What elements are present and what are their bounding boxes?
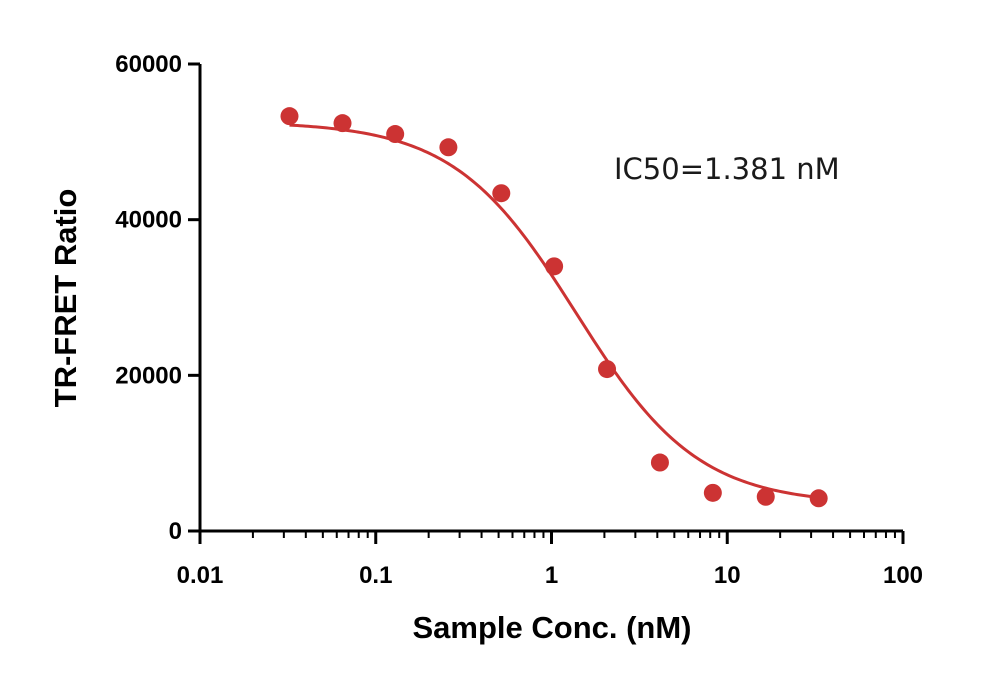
- data-point: [386, 125, 405, 144]
- x-tick-label: 0.01: [177, 562, 224, 589]
- data-point: [280, 107, 299, 126]
- data-point: [545, 257, 564, 276]
- x-tick-label: 100: [883, 562, 923, 589]
- data-point: [809, 489, 828, 508]
- y-axis-title: TR-FRET Ratio: [48, 189, 83, 408]
- x-tick-label: 10: [714, 562, 741, 589]
- data-point: [703, 483, 722, 502]
- data-point: [650, 453, 669, 472]
- fit-curve: [289, 123, 819, 499]
- axes: 0 20000 40000 60000 0.01 0.1 1 10 100: [115, 51, 923, 589]
- y-tick-label: 20000: [115, 362, 182, 389]
- ic50-annotation: IC50=1.381 nM: [614, 152, 840, 186]
- data-points: [280, 107, 828, 508]
- fit-curve-layer: [289, 123, 819, 499]
- y-tick-label: 0: [169, 518, 182, 545]
- data-point: [756, 487, 775, 506]
- y-tick-label: 60000: [115, 51, 182, 78]
- x-tick-label: 0.1: [359, 562, 392, 589]
- data-point: [598, 360, 617, 379]
- data-point: [492, 184, 511, 203]
- y-tick-label: 40000: [115, 207, 182, 234]
- x-tick-label: 1: [545, 562, 558, 589]
- data-point: [333, 114, 352, 133]
- data-point: [439, 138, 458, 157]
- x-axis-title: Sample Conc. (nM): [412, 610, 691, 645]
